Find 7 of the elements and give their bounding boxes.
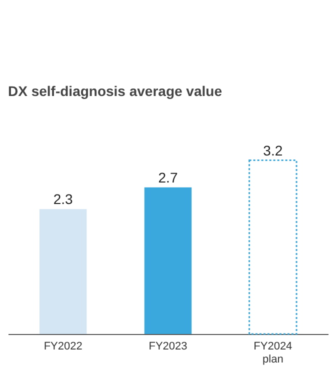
x-tick-label: FY2024 plan — [254, 340, 292, 366]
data-label: 2.7 — [158, 169, 178, 186]
data-label: 3.2 — [263, 142, 283, 158]
x-tick-label: FY2023 — [148, 340, 188, 352]
x-tick-label: FY2022 — [44, 340, 82, 352]
chart-title: DX self-diagnosis average value — [8, 83, 222, 99]
data-label: 2.3 — [53, 191, 74, 208]
